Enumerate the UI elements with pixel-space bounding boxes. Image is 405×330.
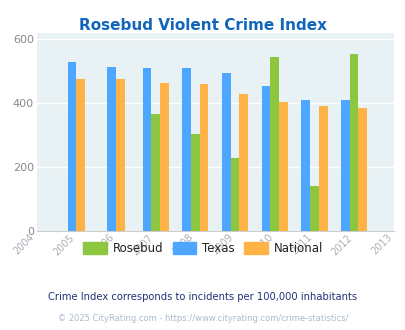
Bar (270, 57, 278, 231)
Bar (76, 79, 85, 231)
Bar (160, 82, 168, 231)
Bar (340, 100, 349, 231)
Bar (239, 94, 247, 231)
Text: Rosebud Violent Crime Index: Rosebud Violent Crime Index (79, 18, 326, 33)
Bar (182, 68, 190, 231)
Bar (230, 157, 239, 231)
Bar (309, 186, 318, 231)
Bar (358, 108, 366, 231)
Bar (190, 134, 199, 231)
Bar (142, 68, 151, 231)
Bar (67, 62, 76, 231)
Text: Crime Index corresponds to incidents per 100,000 inhabitants: Crime Index corresponds to incidents per… (48, 292, 357, 302)
Bar (318, 107, 327, 231)
Bar (116, 79, 124, 231)
Bar (222, 73, 230, 231)
Bar (199, 84, 208, 231)
Bar (107, 67, 116, 231)
Bar (349, 54, 358, 231)
Bar (278, 102, 287, 231)
Legend: Rosebud, Texas, National: Rosebud, Texas, National (78, 237, 327, 260)
Bar (261, 86, 270, 231)
Bar (301, 100, 309, 231)
Text: © 2025 CityRating.com - https://www.cityrating.com/crime-statistics/: © 2025 CityRating.com - https://www.city… (58, 314, 347, 323)
Bar (151, 115, 160, 231)
